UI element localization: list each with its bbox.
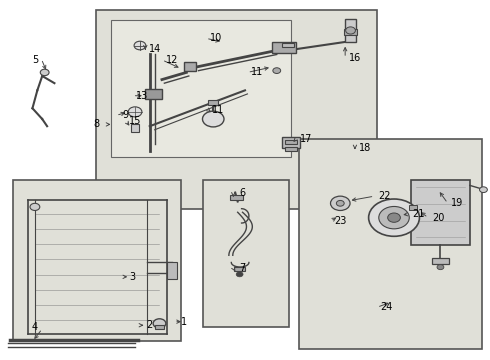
Bar: [343, 30, 357, 35]
Circle shape: [153, 319, 166, 328]
Circle shape: [40, 69, 49, 76]
Text: 23: 23: [334, 216, 346, 226]
Bar: [111, 21, 292, 157]
Text: 6: 6: [240, 188, 245, 198]
Text: 9: 9: [122, 111, 128, 121]
Bar: [282, 137, 300, 148]
Bar: [96, 10, 377, 209]
Text: 20: 20: [432, 213, 444, 222]
Circle shape: [388, 213, 400, 222]
Text: 11: 11: [212, 105, 224, 115]
Bar: [167, 262, 176, 279]
Bar: [345, 19, 356, 42]
Text: 12: 12: [166, 55, 178, 65]
Circle shape: [379, 207, 409, 229]
Text: 17: 17: [300, 134, 312, 144]
Text: 18: 18: [359, 143, 371, 153]
Text: 7: 7: [240, 263, 245, 273]
Bar: [411, 180, 470, 244]
Text: 14: 14: [148, 44, 161, 54]
Text: 2: 2: [147, 320, 153, 330]
Circle shape: [345, 27, 355, 34]
Bar: [230, 195, 243, 200]
Bar: [145, 89, 162, 99]
Bar: [285, 140, 297, 144]
Text: 16: 16: [349, 53, 361, 63]
Text: 3: 3: [129, 272, 136, 282]
Circle shape: [30, 203, 40, 211]
Text: 19: 19: [451, 198, 464, 208]
Bar: [208, 100, 218, 105]
Circle shape: [236, 272, 243, 277]
Text: 22: 22: [378, 191, 391, 201]
Circle shape: [336, 201, 344, 206]
Bar: [272, 42, 296, 53]
Text: 1: 1: [181, 317, 187, 327]
Bar: [409, 205, 417, 211]
Bar: [13, 180, 181, 341]
Bar: [184, 62, 196, 71]
Text: 11: 11: [251, 67, 263, 77]
Bar: [203, 180, 289, 327]
Bar: [285, 147, 297, 151]
Text: 5: 5: [32, 55, 38, 65]
Text: 4: 4: [32, 322, 38, 332]
Text: 13: 13: [136, 91, 148, 101]
Circle shape: [437, 265, 444, 270]
Text: 24: 24: [381, 302, 393, 312]
Bar: [155, 324, 164, 329]
Bar: [432, 258, 449, 264]
Text: 15: 15: [129, 116, 141, 126]
Text: 8: 8: [93, 120, 99, 129]
Circle shape: [128, 107, 142, 117]
Circle shape: [202, 111, 224, 127]
Text: 10: 10: [210, 33, 222, 43]
Bar: [234, 267, 245, 271]
Circle shape: [331, 196, 350, 211]
Circle shape: [134, 41, 146, 50]
Circle shape: [273, 68, 281, 73]
Bar: [131, 124, 139, 132]
Circle shape: [480, 187, 488, 193]
Circle shape: [368, 199, 419, 236]
Bar: [282, 43, 294, 47]
Text: 21: 21: [412, 209, 425, 219]
Bar: [299, 139, 482, 348]
